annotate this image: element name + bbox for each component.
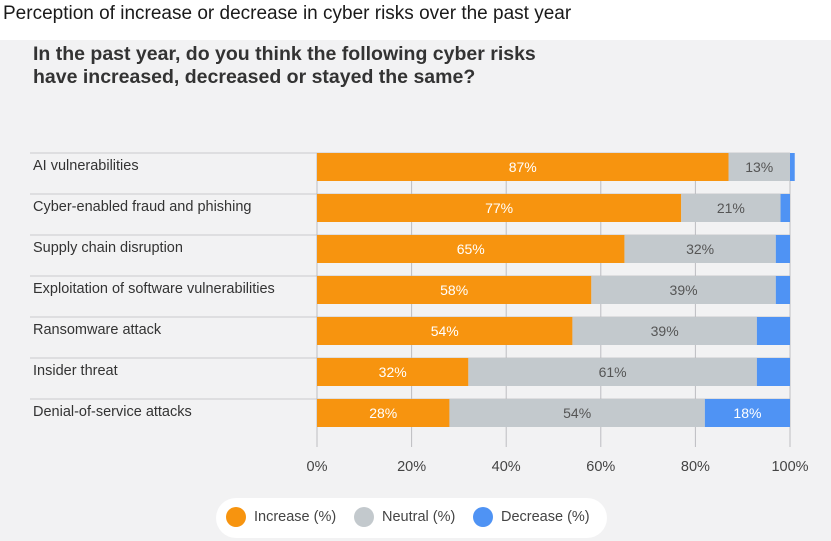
data-label-increase: 54% <box>431 323 459 339</box>
data-label-increase: 28% <box>369 405 397 421</box>
x-tick-label: 0% <box>307 459 328 475</box>
legend-swatch-neutral <box>354 507 374 527</box>
bar-segment-decrease <box>756 317 790 345</box>
data-label-neutral: 32% <box>686 241 714 257</box>
x-tick-label: 80% <box>681 459 710 475</box>
data-label-neutral: 61% <box>599 364 627 380</box>
data-label-neutral: 54% <box>563 405 591 421</box>
chart-legend: Increase (%) Neutral (%) Decrease (%) <box>216 498 607 538</box>
bar-segment-decrease <box>790 153 795 181</box>
x-tick-label: 60% <box>586 459 615 475</box>
category-label: Denial-of-service attacks <box>33 404 192 420</box>
data-label-neutral: 21% <box>717 200 745 216</box>
data-label-neutral: 39% <box>670 282 698 298</box>
header-bar: Perception of increase or decrease in cy… <box>0 0 831 40</box>
data-label-decrease: 18% <box>733 405 761 421</box>
bar-segment-decrease <box>775 235 790 263</box>
bar-segment-neutral <box>624 235 776 263</box>
bar-segment-increase <box>317 153 729 181</box>
data-label-increase: 58% <box>440 282 468 298</box>
x-tick-label: 40% <box>492 459 521 475</box>
legend-label-increase: Increase (%) <box>254 509 337 525</box>
bar-segment-neutral <box>572 317 757 345</box>
bar-segment-neutral <box>468 358 757 386</box>
category-label: Cyber-enabled fraud and phishing <box>33 199 251 215</box>
bar-segment-decrease <box>704 399 790 427</box>
category-label: Exploitation of software vulnerabilities <box>33 281 275 297</box>
category-label: Supply chain disruption <box>33 240 183 256</box>
bar-segment-increase <box>317 358 469 386</box>
bar-segment-increase <box>317 235 625 263</box>
bar-segment-increase <box>317 194 682 222</box>
data-label-neutral: 39% <box>651 323 679 339</box>
chart-title: In the past year, do you think the follo… <box>33 43 536 88</box>
data-label-increase: 65% <box>457 241 485 257</box>
legend-swatch-decrease <box>473 507 493 527</box>
page-title: Perception of increase or decrease in cy… <box>3 3 572 24</box>
bar-segment-increase <box>317 399 450 427</box>
bar-segment-decrease <box>775 276 790 304</box>
legend-swatch-increase <box>226 507 246 527</box>
category-label: Insider threat <box>33 363 118 379</box>
bar-segment-increase <box>317 276 592 304</box>
bar-segment-neutral <box>681 194 781 222</box>
x-tick-label: 100% <box>771 459 808 475</box>
data-label-increase: 87% <box>509 159 537 175</box>
legend-label-neutral: Neutral (%) <box>382 509 456 525</box>
bar-segment-decrease <box>780 194 790 222</box>
bar-segment-decrease <box>756 358 790 386</box>
category-label: AI vulnerabilities <box>33 158 139 174</box>
bar-segment-neutral <box>449 399 705 427</box>
bar-segment-neutral <box>728 153 790 181</box>
legend-label-decrease: Decrease (%) <box>501 509 590 525</box>
x-tick-label: 20% <box>397 459 426 475</box>
bar-segment-increase <box>317 317 573 345</box>
data-label-increase: 32% <box>379 364 407 380</box>
data-label-neutral: 13% <box>745 159 773 175</box>
bar-segment-neutral <box>591 276 776 304</box>
data-label-increase: 77% <box>485 200 513 216</box>
category-label: Ransomware attack <box>33 322 162 338</box>
